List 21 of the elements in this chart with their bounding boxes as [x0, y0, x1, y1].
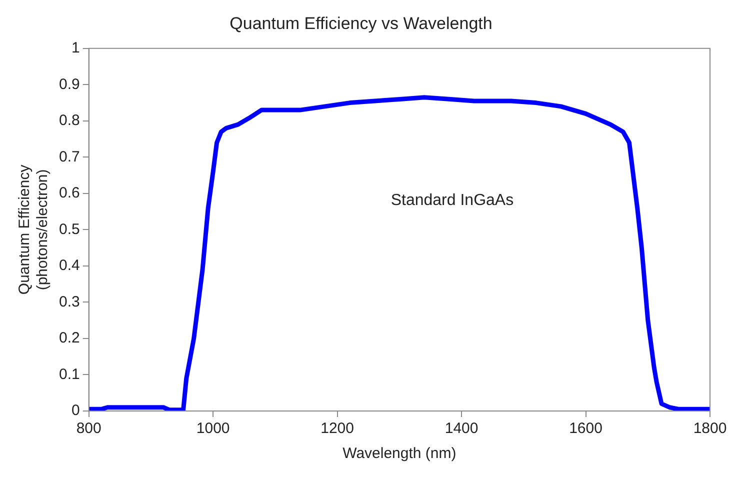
y-tick-label: 0.5: [58, 220, 80, 238]
y-axis-title: Quantum Efficiency (photons/electron): [16, 164, 52, 295]
x-axis-title: Wavelength (nm): [342, 445, 456, 462]
y-tick-label: 0.9: [58, 76, 80, 93]
x-tick-label: 800: [76, 420, 102, 438]
x-tick-label: 1600: [569, 420, 602, 438]
y-tick-label: 1: [72, 40, 80, 57]
y-tick-label: 0.6: [58, 184, 80, 202]
y-tick-label: 0.3: [58, 293, 80, 310]
y-tick-label: 0.2: [58, 330, 80, 347]
y-tick-label: 0.7: [58, 148, 80, 166]
y-tick-label: 0: [72, 402, 80, 420]
chart-title: Quantum Efficiency vs Wavelength: [230, 14, 492, 33]
x-tick-label: 1200: [320, 420, 354, 438]
x-tick-label: 1400: [444, 420, 478, 438]
text: Standard InGaAs: [390, 192, 514, 210]
y-tick-label: 0.4: [58, 257, 80, 274]
x-tick-label: 1800: [693, 420, 727, 438]
x-tick-label: 1000: [196, 420, 230, 438]
y-tick-label: 0.8: [58, 112, 80, 130]
y-tick-label: 0.1: [58, 366, 80, 383]
